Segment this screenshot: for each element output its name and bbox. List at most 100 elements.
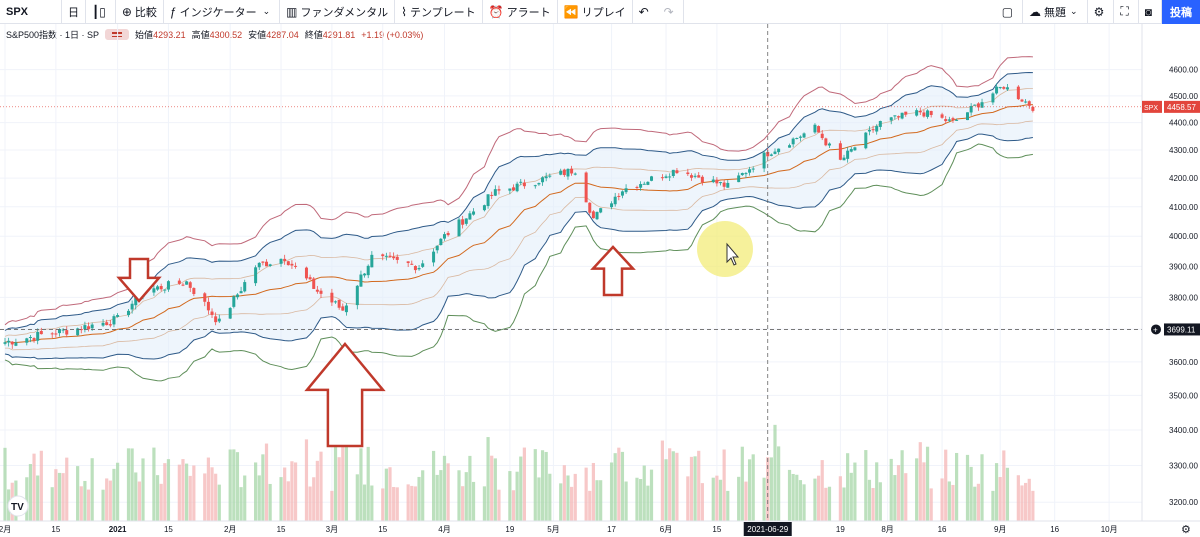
plus-icon: + [1153, 325, 1158, 334]
volume-bar [50, 487, 54, 521]
candle [827, 142, 831, 148]
candle [773, 148, 777, 155]
candle [388, 252, 392, 258]
undo-button[interactable]: ↶ [633, 0, 658, 24]
candle [875, 124, 879, 135]
candle [76, 327, 80, 336]
candle [715, 177, 719, 187]
time-tick-label: 15 [712, 525, 721, 534]
volume-bar [838, 476, 842, 521]
volume-bar [355, 474, 359, 521]
symbol-name[interactable]: S&P500指数 · 1日 · SP [6, 30, 100, 40]
publish-button[interactable]: 投稿 [1162, 0, 1200, 24]
volume-bar [486, 437, 490, 521]
candle [312, 277, 316, 290]
volume-bar [878, 482, 882, 521]
volume-bar [152, 447, 156, 521]
volume-bar [875, 462, 879, 521]
candle [537, 182, 541, 186]
candle-body [722, 182, 726, 187]
volume-bar [468, 455, 472, 521]
volume-bar [315, 460, 319, 521]
candle-body [232, 296, 236, 307]
volume-bar [10, 482, 14, 521]
candle [668, 173, 672, 182]
volume-bar [264, 443, 269, 521]
candle-body [675, 170, 679, 174]
volume-bar [101, 489, 105, 521]
candle-body [1031, 106, 1035, 111]
volume-bar [965, 454, 970, 521]
volume-bar [766, 457, 770, 521]
candle [719, 181, 723, 186]
time-tick-label: 2月 [224, 525, 236, 534]
candle [871, 125, 875, 133]
candle-body [595, 211, 599, 220]
chart-type-button[interactable]: ┃▯ [86, 0, 116, 24]
candle-body [421, 263, 425, 267]
interval-button[interactable]: 日 [62, 0, 86, 24]
crosshair-price-bg [1164, 323, 1200, 336]
candle [243, 279, 247, 293]
candle [1005, 83, 1009, 91]
volume-bar [163, 463, 167, 521]
low-value: 4287.04 [266, 30, 299, 40]
band-lower-2 [4, 133, 1033, 360]
indicators-button[interactable]: ƒ インジケーター ⌄ [164, 0, 281, 24]
volume-bar [239, 487, 243, 521]
candle-body [889, 117, 893, 121]
candle-body [878, 120, 882, 127]
time-tick-label: 2021 [109, 525, 127, 534]
alert-button[interactable]: ⏰ アラート [483, 0, 558, 24]
candle [290, 260, 294, 270]
candle [7, 337, 11, 347]
candle [838, 140, 842, 161]
price-tick-label: 3700.00 [1169, 325, 1198, 334]
candle-body [239, 291, 243, 294]
redo-button[interactable]: ↷ [658, 0, 684, 24]
candle-body [457, 219, 461, 237]
layout-name-button[interactable]: ☁ 無題 ⌄ [1023, 0, 1088, 24]
candle-body [334, 301, 338, 303]
volume-bar [853, 462, 857, 521]
candle-body [849, 149, 853, 152]
annotation-arrows [116, 245, 636, 448]
chevron-down-icon: ⌄ [262, 6, 271, 16]
settings-button[interactable]: ⚙ [1088, 0, 1115, 24]
volume-bar [515, 471, 519, 521]
candle-body [817, 126, 821, 133]
volume-bar [994, 463, 999, 521]
candle [533, 184, 537, 189]
candle-body [290, 263, 294, 266]
candle-body [490, 194, 494, 196]
candle-body [105, 322, 109, 326]
templates-button[interactable]: ⌇ テンプレート [395, 0, 483, 24]
replay-button[interactable]: ⏪ リプレイ [558, 0, 633, 24]
fullscreen-button[interactable]: ⛶ [1114, 0, 1139, 24]
volume-bar [559, 483, 563, 521]
open-label: 始値 [135, 30, 154, 40]
last-price-symbol: SPX [1144, 105, 1158, 112]
candle [519, 178, 523, 186]
candle [798, 135, 802, 142]
candle-body [791, 138, 795, 145]
volume-bar [206, 457, 210, 521]
candle-body [472, 211, 476, 215]
candle-body [265, 261, 269, 267]
price-tick-label: 3300.00 [1169, 462, 1198, 471]
snapshot-button[interactable]: ◙ [1139, 0, 1162, 24]
chart-legend: S&P500指数 · 1日 · SP 始値4293.21 高値4300.52 安… [6, 28, 423, 41]
volume-bar [268, 483, 272, 521]
volume-bar [617, 447, 621, 521]
currency-select[interactable]: USD [1170, 30, 1196, 45]
volume-bar [395, 487, 399, 521]
layout-button[interactable]: ▢ [996, 0, 1024, 24]
volume-bar [435, 474, 439, 521]
volume-bar [1016, 475, 1020, 521]
volume-bar [947, 481, 951, 521]
symbol-search-button[interactable]: SPX [0, 0, 62, 24]
candle-body [366, 265, 370, 276]
compare-button[interactable]: ⊕ 比較 [116, 0, 164, 24]
fundamentals-button[interactable]: ▥ ファンダメンタル [280, 0, 396, 24]
